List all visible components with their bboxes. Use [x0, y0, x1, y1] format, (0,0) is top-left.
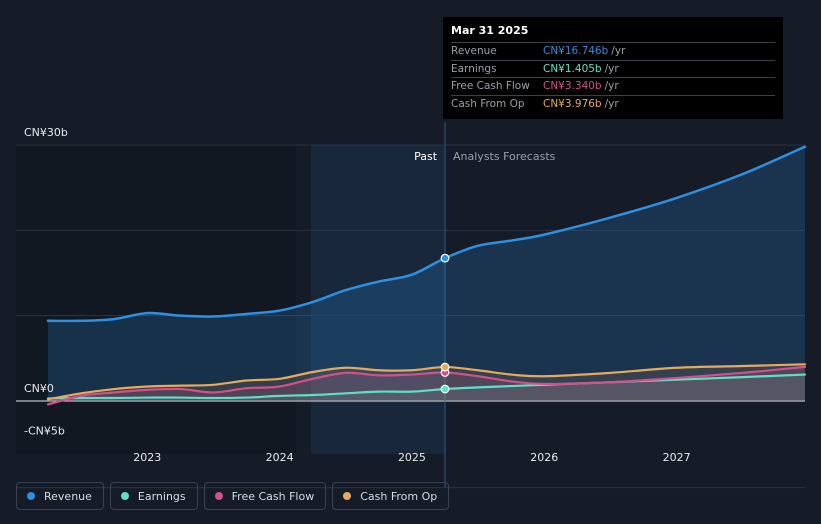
tooltip-row-cash-from-op: Cash From Op CN¥3.976b /yr	[451, 94, 775, 113]
series-line-0	[46, 145, 807, 323]
tooltip-label: Earnings	[451, 62, 497, 75]
x-tick-label: 2027	[663, 451, 691, 464]
legend-dot-icon	[343, 492, 352, 500]
legend-item-free-cash-flow[interactable]: Free Cash Flow	[203, 482, 327, 510]
x-tick-label: 2024	[266, 451, 294, 464]
tooltip-label: Cash From Op	[451, 97, 525, 110]
y-axis-label: CN¥30b	[24, 126, 68, 139]
tooltip-unit: /yr	[604, 97, 619, 110]
tooltip-value: CN¥1.405b	[543, 62, 602, 75]
series-area-1	[48, 374, 805, 401]
legend-dot-icon	[120, 492, 129, 500]
tooltip-unit: /yr	[611, 45, 626, 58]
data-point-marker	[440, 362, 450, 372]
forecast-label: Analysts Forecasts	[453, 150, 556, 163]
data-point-marker	[440, 253, 450, 263]
y-axis-label: -CN¥5b	[24, 425, 65, 438]
legend-item-cash-from-op[interactable]: Cash From Op	[332, 482, 450, 510]
legend-item-revenue[interactable]: Revenue	[16, 482, 104, 510]
past-region-dark	[16, 145, 296, 454]
x-tick-label: 2026	[530, 451, 558, 464]
tooltip: Mar 31 2025 Revenue CN¥16.746b /yr Earni…	[443, 17, 783, 119]
tooltip-unit: /yr	[604, 80, 619, 93]
series-area-0	[48, 146, 805, 401]
legend-dot-icon	[214, 492, 223, 500]
tooltip-date: Mar 31 2025	[451, 24, 529, 37]
legend-label: Revenue	[44, 489, 92, 503]
tooltip-row-revenue: Revenue CN¥16.746b /yr	[451, 42, 775, 60]
legend-dot-icon	[27, 492, 35, 500]
data-point-marker	[440, 384, 450, 394]
tooltip-value: CN¥16.746b	[543, 45, 609, 58]
past-region-highlight	[311, 145, 446, 454]
tooltip-row-earnings: Earnings CN¥1.405b /yr	[451, 59, 775, 78]
tooltip-row-free-cash-flow: Free Cash Flow CN¥3.340b /yr	[451, 77, 775, 95]
series-line-2	[46, 365, 807, 406]
past-label: Past	[414, 150, 438, 163]
legend-label: Free Cash Flow	[231, 489, 315, 503]
tooltip-value: CN¥3.340b	[543, 80, 602, 93]
series-line-3	[46, 363, 807, 401]
legend-label: Earnings	[137, 489, 186, 503]
tooltip-label: Free Cash Flow	[451, 80, 530, 93]
x-tick-label: 2023	[133, 451, 161, 464]
legend-item-earnings[interactable]: Earnings	[109, 482, 198, 510]
tooltip-value: CN¥3.976b	[543, 97, 602, 110]
y-axis-label: CN¥0	[24, 382, 54, 395]
tooltip-label: Revenue	[451, 45, 497, 58]
legend-label: Cash From Op	[360, 489, 438, 503]
x-tick-label: 2025	[398, 451, 426, 464]
tooltip-unit: /yr	[604, 62, 619, 75]
series-area-2	[48, 366, 805, 405]
legend: Revenue Earnings Free Cash Flow Cash Fro…	[16, 482, 450, 510]
